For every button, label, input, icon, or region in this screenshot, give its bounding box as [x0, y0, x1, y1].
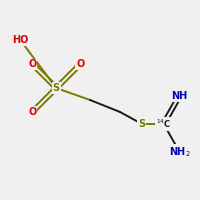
Text: O: O	[28, 107, 37, 117]
Text: S: S	[138, 119, 145, 129]
Text: O: O	[28, 59, 37, 69]
Text: $^{14}$C: $^{14}$C	[156, 118, 171, 130]
Text: NH: NH	[171, 91, 188, 101]
Text: NH$_2$: NH$_2$	[169, 145, 190, 159]
Text: O: O	[76, 59, 84, 69]
Text: S: S	[53, 83, 60, 93]
Text: HO: HO	[12, 35, 29, 45]
